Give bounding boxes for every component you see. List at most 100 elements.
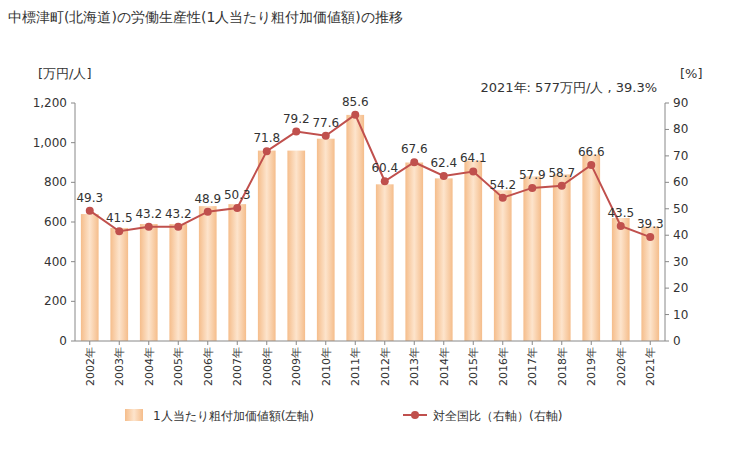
marker: [115, 227, 123, 235]
y-tick: [71, 222, 75, 223]
plot: [81, 111, 659, 341]
bar: [405, 163, 423, 342]
y2-tick-label: 90: [673, 96, 688, 110]
x-tick: [532, 341, 533, 345]
x-tick-label: 2021年: [644, 347, 657, 386]
y2-tick-label: 70: [673, 149, 688, 163]
line: [90, 115, 651, 237]
bar: [140, 224, 158, 341]
x-tick: [384, 341, 385, 345]
marker: [233, 204, 241, 212]
marker: [440, 172, 448, 180]
bar: [317, 139, 335, 341]
marker: [145, 223, 153, 231]
marker: [587, 161, 595, 169]
x-tick-label: 2008年: [261, 347, 274, 386]
x-tick: [355, 341, 356, 345]
data-label: 58.7: [548, 166, 575, 180]
annotation: 2021年: 577万円/人 , 39.3%: [481, 80, 657, 95]
data-label: 57.9: [519, 168, 546, 182]
data-label: 67.6: [401, 142, 428, 156]
y2-tick-label: 10: [673, 308, 688, 322]
x-tick-label: 2014年: [438, 347, 451, 386]
y2-tick: [665, 155, 669, 156]
bar: [287, 151, 305, 341]
bar: [81, 214, 99, 341]
x-tick: [443, 341, 444, 345]
bar: [464, 161, 482, 341]
data-label: 54.2: [489, 178, 516, 192]
x-tick-label: 2006年: [202, 347, 215, 386]
x-tick: [89, 341, 90, 345]
bar: [228, 204, 246, 341]
y2-tick-label: 50: [673, 202, 688, 216]
x-tick-label: 2020年: [615, 347, 628, 386]
marker: [351, 111, 359, 119]
data-label: 50.3: [224, 188, 251, 202]
x-tick-label: 2009年: [290, 347, 303, 386]
y2-tick: [665, 182, 669, 183]
y-axis: [75, 103, 76, 341]
y2-tick: [665, 288, 669, 289]
x-tick-label: 2007年: [231, 347, 244, 386]
bar: [494, 190, 512, 341]
x-tick-label: 2003年: [113, 347, 126, 386]
data-label: 60.4: [371, 161, 398, 175]
y2-tick: [665, 261, 669, 262]
x-tick: [414, 341, 415, 345]
y-tick-label: 1,200: [33, 96, 67, 110]
marker: [263, 147, 271, 155]
x-tick-label: 2018年: [556, 347, 569, 386]
marker: [558, 182, 566, 190]
y2-tick: [665, 208, 669, 209]
marker: [646, 233, 654, 241]
y2-tick: [665, 103, 669, 104]
bar: [435, 178, 453, 341]
x-tick-label: 2010年: [320, 347, 333, 386]
bar: [346, 115, 364, 341]
x-tick-label: 2012年: [379, 347, 392, 386]
marker: [617, 222, 625, 230]
marker: [469, 167, 477, 175]
y-tick-label: 200: [44, 294, 67, 308]
y2-tick-label: 60: [673, 175, 688, 189]
bar: [258, 151, 276, 341]
x-tick-label: 2011年: [349, 347, 362, 386]
x-tick: [237, 341, 238, 345]
y-tick: [71, 182, 75, 183]
x-tick-label: 2013年: [408, 347, 421, 386]
x-tick: [178, 341, 179, 345]
marker: [86, 207, 94, 215]
x-tick: [620, 341, 621, 345]
x-tick-label: 2004年: [143, 347, 156, 386]
bar: [523, 176, 541, 341]
data-label: 64.1: [460, 151, 487, 165]
marker: [381, 177, 389, 185]
data-label: 79.2: [283, 112, 310, 126]
marker: [499, 194, 507, 202]
y-tick-label: 0: [59, 334, 67, 348]
data-label: 66.6: [578, 145, 605, 159]
marker: [322, 132, 330, 140]
x-tick: [266, 341, 267, 345]
bar: [110, 228, 128, 341]
y-tick-label: 800: [44, 175, 67, 189]
legend-swatch: [125, 409, 143, 421]
x-tick: [591, 341, 592, 345]
x-tick-label: 2005年: [172, 347, 185, 386]
data-label: 49.3: [76, 191, 103, 205]
x-tick-label: 2016年: [497, 347, 510, 386]
bar: [612, 218, 630, 341]
x-axis: [75, 341, 665, 342]
data-label: 39.3: [637, 217, 664, 231]
y2-tick: [665, 235, 669, 236]
y-tick: [71, 301, 75, 302]
x-tick-label: 2019年: [585, 347, 598, 386]
y2-label: [%]: [680, 66, 703, 81]
data-label: 85.6: [342, 95, 369, 109]
bar: [582, 155, 600, 341]
y2-tick-label: 30: [673, 255, 688, 269]
data-label: 43.2: [165, 207, 192, 221]
legend-label: 対全国比（右軸）(右軸): [433, 409, 562, 423]
y2-tick-label: 80: [673, 122, 688, 136]
